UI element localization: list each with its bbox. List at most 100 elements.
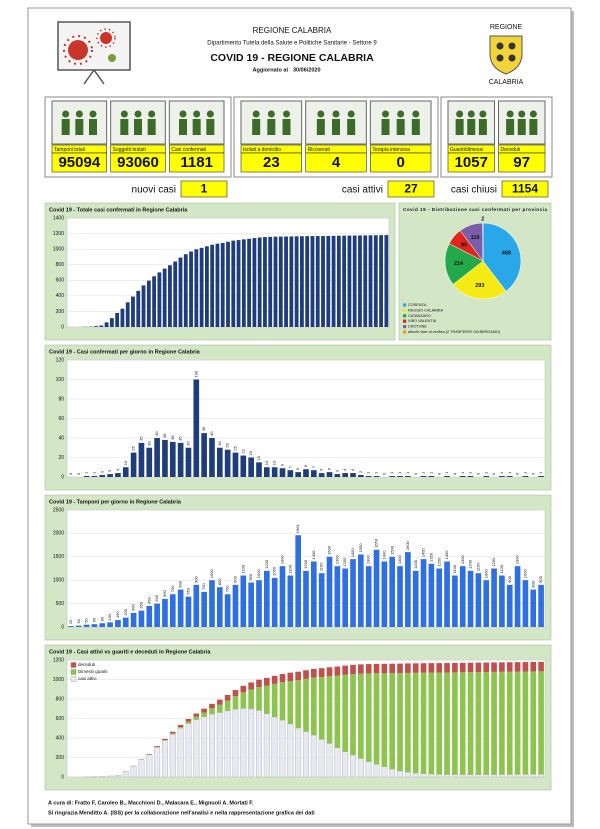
bar-segment [201, 716, 208, 778]
bar [303, 570, 309, 627]
bar [201, 591, 207, 627]
bar-segment [232, 709, 239, 778]
bar [289, 236, 294, 327]
data-label: 1 [397, 471, 402, 474]
tile-value: 93060 [117, 154, 159, 171]
legend-swatch [403, 308, 407, 312]
bar-segment [177, 728, 184, 778]
bar-segment [530, 774, 537, 778]
data-label: 1400 [381, 550, 386, 560]
tile-value-box [498, 152, 546, 173]
tile-value-box [240, 152, 302, 173]
summary-label: casi attivi [342, 185, 383, 196]
bar [350, 473, 356, 477]
bar [109, 318, 114, 327]
data-label: 600 [162, 589, 167, 596]
bar [185, 447, 192, 477]
virus-spikes [96, 28, 116, 48]
bar [331, 235, 336, 327]
tile-value-box [110, 152, 166, 173]
data-label: 1 [507, 471, 512, 474]
bar-segment [538, 671, 544, 775]
bar-segment [216, 704, 223, 713]
bar-segment [436, 774, 443, 778]
bar [185, 596, 192, 627]
tile-value-box [447, 152, 495, 173]
bar-segment [209, 708, 215, 715]
bar-segment [365, 673, 372, 762]
bar-segment [373, 764, 380, 778]
tile-value: 97 [513, 154, 530, 171]
tile-label: Deceduti [501, 147, 521, 153]
bar [146, 447, 153, 477]
bar [318, 573, 325, 627]
bar-segment [169, 733, 176, 735]
icon-figure [467, 110, 475, 118]
bar [365, 476, 372, 477]
bar [209, 438, 215, 477]
bar [428, 476, 435, 477]
data-label: 1200 [303, 559, 308, 569]
data-label: 1961 [295, 524, 300, 534]
data-label: 300 [131, 604, 136, 611]
virus [68, 40, 88, 60]
bar-segment [154, 747, 161, 778]
y-tick-label: 40 [58, 435, 64, 441]
bar [499, 575, 505, 627]
bar [231, 240, 236, 327]
logo-emblem [496, 42, 504, 50]
bar [115, 473, 121, 477]
bar [201, 433, 207, 477]
department: Dipartimento Tutela della Salute e Polit… [207, 41, 377, 47]
y-tick-label: 100 [56, 377, 65, 383]
icon-figure [89, 119, 97, 135]
data-label: 1 [444, 471, 449, 474]
bar [226, 241, 230, 327]
bar [365, 566, 372, 627]
bar-segment [263, 685, 270, 714]
bar-segment [499, 662, 505, 672]
bar [162, 268, 167, 327]
bar-segment [193, 719, 200, 778]
bar-segment [538, 774, 545, 778]
bar [263, 237, 267, 327]
tile-value: 1057 [455, 154, 488, 171]
bar-segment [444, 663, 450, 673]
bar-segment [279, 674, 286, 683]
bar-segment [538, 661, 544, 672]
bar-segment [381, 766, 388, 778]
data-label: 10 [272, 460, 277, 465]
legend-swatch [403, 325, 407, 329]
bar [248, 582, 254, 627]
bar [315, 236, 320, 327]
data-label: 20 [68, 619, 73, 624]
bar-segment [428, 672, 435, 775]
data-label: 1200 [468, 559, 473, 569]
bar-segment [459, 662, 466, 673]
bar [279, 468, 286, 477]
bar-segment [295, 727, 302, 778]
bar-segment [287, 672, 294, 682]
summary-value: 1 [201, 182, 208, 196]
tile-value-box [305, 152, 367, 173]
data-label: 35 [139, 436, 144, 441]
data-label: 36 [170, 435, 175, 440]
data-label: 1600 [405, 540, 410, 550]
chart-title: Covid 19 - Tamponi per giorno in Regione… [49, 499, 182, 505]
data-label: 1400 [444, 550, 449, 560]
bar [334, 566, 341, 627]
icon-figure [192, 119, 201, 135]
bar-segment [467, 672, 474, 775]
bar-segment [365, 664, 372, 674]
bar-segment [279, 720, 286, 778]
bar-segment [208, 713, 215, 778]
y-tick-label: 600 [56, 716, 65, 722]
bar [94, 326, 98, 327]
data-label: 0 [381, 472, 386, 475]
legend-label: casi attivi [78, 676, 97, 681]
bar [538, 584, 544, 627]
data-label: 1200 [413, 559, 418, 569]
bar [131, 296, 135, 327]
bar [310, 236, 315, 327]
logo-top: REGIONE [490, 24, 523, 31]
